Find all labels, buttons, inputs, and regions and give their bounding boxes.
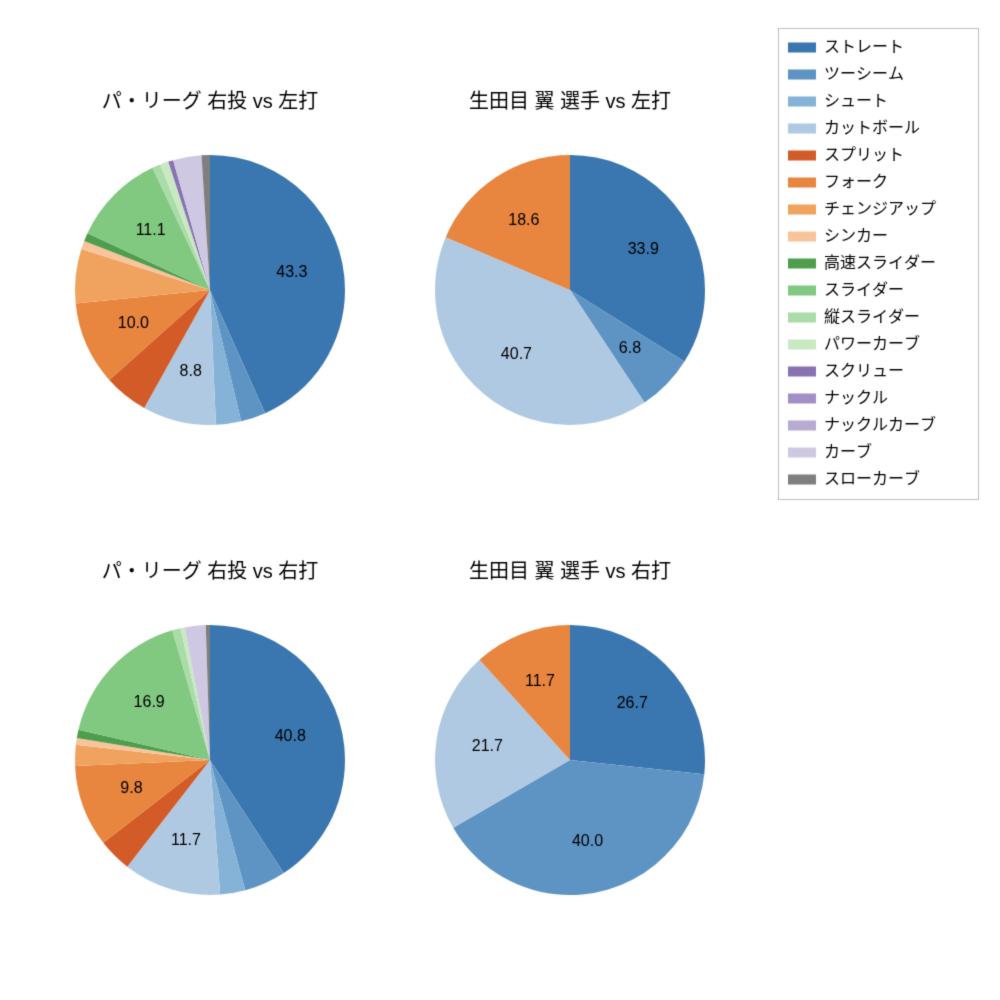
pie-chart-grid — [0, 0, 1000, 1000]
